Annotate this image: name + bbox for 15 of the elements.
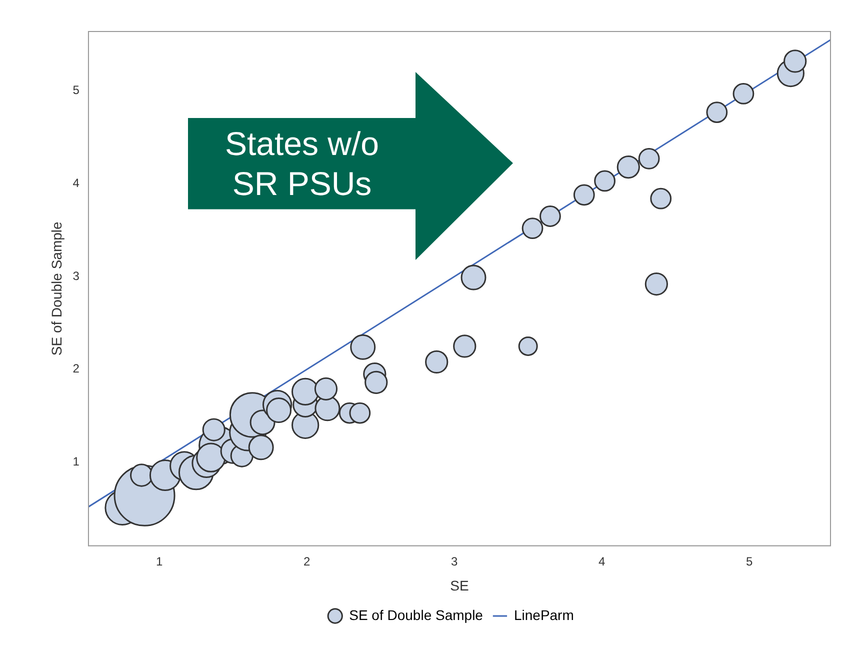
y-tick-label: 5: [72, 83, 80, 98]
y-tick-label: 1: [72, 454, 80, 469]
y-tick-label: 3: [72, 268, 80, 283]
y-tick-label: 4: [72, 176, 80, 190]
x-tick-label: 5: [746, 554, 754, 568]
annotation: States w/o SR PSUs: [224, 124, 380, 204]
legend-label: LineParm: [514, 606, 574, 623]
y-axis-title: SE of Double Sample: [48, 222, 64, 356]
x-tick-label: 2: [303, 554, 310, 568]
legend-label: SE of Double Sample: [349, 606, 484, 623]
y-tick-label: 2: [72, 362, 80, 376]
x-tick-label: 3: [450, 554, 458, 568]
x-tick-label: 4: [598, 554, 606, 568]
x-tick-label: 1: [156, 554, 163, 568]
x-axis-title: SE: [450, 577, 469, 594]
